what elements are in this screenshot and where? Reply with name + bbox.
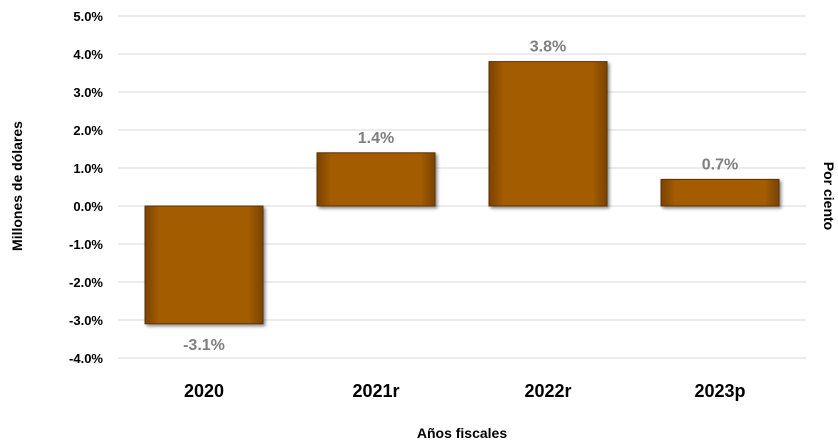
y-tick-label: -2.0% <box>69 275 103 290</box>
bar-2020 <box>144 205 264 325</box>
y-tick-label: 3.0% <box>73 85 103 100</box>
data-label-2021r: 1.4% <box>358 130 394 147</box>
bar-2022r <box>488 61 608 207</box>
y-tick-label: -1.0% <box>69 237 103 252</box>
y-tick-label: 1.0% <box>73 161 103 176</box>
data-label-2023p: 0.7% <box>702 156 738 173</box>
y-tick-label: 5.0% <box>73 9 103 24</box>
data-label-2020: -3.1% <box>183 337 225 354</box>
bars <box>144 61 780 325</box>
x-category-label: 2023p <box>694 381 745 401</box>
x-axis-categories: 2020 2021r 2022r 2023p <box>184 381 746 401</box>
y-tick-label: -4.0% <box>69 351 103 366</box>
data-label-2022r: 3.8% <box>530 39 566 56</box>
y-axis-title: Millones de dólares <box>9 121 25 251</box>
y-tick-label: 0.0% <box>73 199 103 214</box>
data-labels: -3.1% 1.4% 3.8% 0.7% <box>183 39 738 354</box>
x-category-label: 2020 <box>184 381 224 401</box>
x-axis-title: Años fiscales <box>417 425 507 441</box>
y-axis-ticks: 5.0% 4.0% 3.0% 2.0% 1.0% 0.0% -1.0% -2.0% -3.0% -… <box>69 9 103 366</box>
bar-2023p <box>660 178 780 207</box>
x-category-label: 2022r <box>524 381 571 401</box>
y-axis-title-right: Por ciento <box>821 162 837 230</box>
x-category-label: 2021r <box>352 381 399 401</box>
bar-2021r <box>316 152 436 207</box>
y-tick-label: 4.0% <box>73 47 103 62</box>
y-tick-label: -3.0% <box>69 313 103 328</box>
y-tick-label: 2.0% <box>73 123 103 138</box>
